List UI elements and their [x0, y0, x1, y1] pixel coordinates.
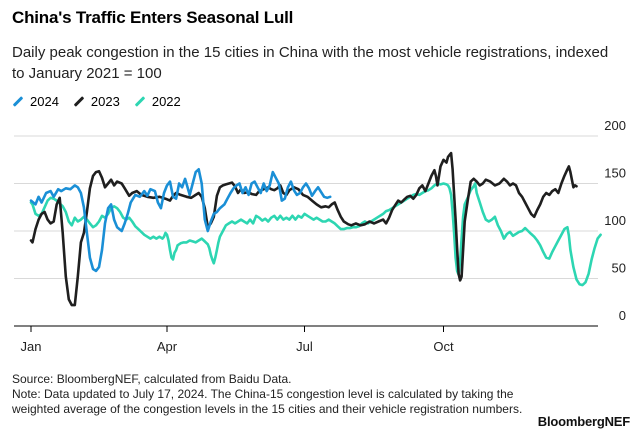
footer-notes: Source: BloombergNEF, calculated from Ba…	[12, 372, 532, 417]
note-text: Note: Data updated to July 17, 2024. The…	[12, 387, 523, 416]
y-axis: 0 50 100 150 200	[604, 118, 626, 323]
y-tick-label: 0	[619, 308, 626, 323]
y-tick-label: 200	[604, 118, 626, 133]
source-text: Source: BloombergNEF, calculated from Ba…	[12, 372, 292, 386]
y-tick-label: 100	[604, 213, 626, 228]
series-line-2024	[29, 168, 332, 273]
legend-label: 2024	[30, 94, 59, 109]
legend-label: 2023	[90, 94, 120, 109]
series-line-2023	[29, 151, 578, 307]
legend-item-2024: 2024	[12, 94, 59, 109]
series-group	[29, 151, 602, 307]
chart-title: China's Traffic Enters Seasonal Lull	[12, 8, 294, 27]
x-tick-label: Jan	[21, 339, 42, 354]
legend-label: 2022	[151, 94, 181, 109]
x-tick-label: Jul	[296, 339, 313, 354]
brand-logo-text: BloombergNEF	[537, 414, 630, 429]
line-chart: 0 50 100 150 200 Jan Apr Jul Oct	[14, 118, 626, 354]
series-line-2022	[29, 182, 602, 287]
y-tick-label: 150	[604, 166, 626, 181]
x-axis: Jan Apr Jul Oct	[21, 326, 454, 354]
y-tick-label: 50	[612, 261, 626, 276]
x-tick-label: Oct	[433, 339, 454, 354]
chart-subtitle: Daily peak congestion in the 15 cities i…	[12, 44, 609, 82]
legend-item-2022: 2022	[134, 94, 181, 109]
legend-item-2023: 2023	[73, 94, 120, 109]
chart-legend: 2024 2023 2022	[12, 94, 181, 109]
x-tick-label: Apr	[157, 339, 178, 354]
